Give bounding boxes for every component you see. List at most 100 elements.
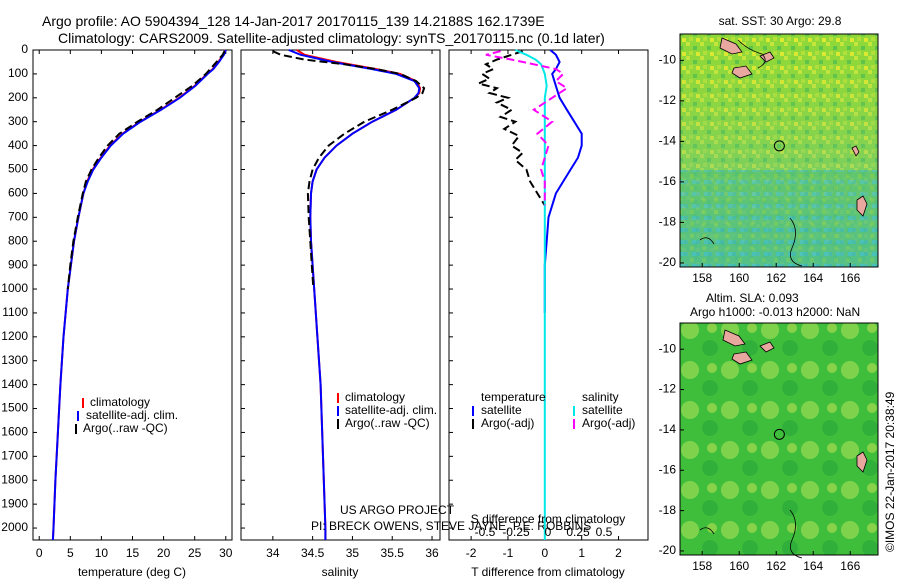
- y-tick-label: 500: [8, 162, 28, 176]
- legend-argo: Argo(..raw -QC): [83, 421, 168, 435]
- series-line: [514, 49, 548, 540]
- x-tick-label: 10: [95, 546, 109, 560]
- x-tick-label: -2: [466, 546, 477, 560]
- y-tick-label: 1700: [1, 449, 28, 463]
- series-line: [475, 50, 546, 206]
- x-tick-label: 0: [541, 546, 548, 560]
- salinity-legend: climatology satellite-adj. clim. Argo(..…: [337, 390, 437, 430]
- legend-t-argo: Argo(-adj): [481, 416, 534, 430]
- y-tick-label: 1800: [1, 472, 28, 486]
- x-tick-label: 0: [36, 546, 43, 560]
- map-y-tick-label: -10: [659, 341, 677, 355]
- t-difference-label: T difference from climatology: [471, 565, 625, 579]
- x-tick-label: -1: [503, 546, 514, 560]
- map-y-tick-label: -20: [659, 255, 677, 269]
- series-line: [272, 50, 426, 290]
- difference-panel: -2 -1 0 1 2 -0.5 -0.25 0 0.25 0.5 S difference f…: [448, 49, 649, 579]
- legend-climatology: climatology: [90, 395, 150, 409]
- x-tick-label: 15: [126, 546, 140, 560]
- legend-s-argo: Argo(-adj): [582, 416, 635, 430]
- sla-map: 158 160 162 164 166 -10 -12 -14 -16 -18 -20: [659, 322, 879, 573]
- sst-map-title: sat. SST: 30 Argo: 29.8: [719, 14, 842, 28]
- map-x-tick-label: 164: [803, 559, 823, 573]
- map-x-tick-label: 164: [803, 271, 823, 285]
- s-tick-label: -0.25: [502, 525, 530, 539]
- map-x-tick-label: 162: [766, 271, 786, 285]
- imos-stamp: ©IMOS 22-Jan-2017 20:38:49: [883, 391, 897, 552]
- x-tick-label: 2: [615, 546, 622, 560]
- map-y-tick-label: -10: [659, 53, 677, 67]
- sst-argo-marker: [773, 140, 785, 152]
- temperature-legend: climatology satellite-adj. clim. Argo(..…: [75, 395, 178, 435]
- x-tick-label: 25: [188, 546, 202, 560]
- legend-s-satellite: satellite: [582, 403, 623, 417]
- figure-title-line1: Argo profile: AO 5904394_128 14-Jan-2017…: [42, 13, 545, 29]
- map-x-tick-label: 160: [729, 559, 749, 573]
- sst-islands: [719, 37, 868, 217]
- series-line: [51, 49, 227, 541]
- map-y-tick-label: -16: [659, 462, 677, 476]
- sla-map-title-2: Argo h1000: -0.013 h2000: NaN: [690, 305, 860, 319]
- sla-map-title-1: Altim. SLA: 0.093: [706, 291, 799, 305]
- map-y-tick-label: -18: [659, 215, 677, 229]
- legend-argo-s: Argo(..raw -QC): [345, 416, 430, 430]
- x-tick-label: 5: [67, 546, 74, 560]
- map-x-tick-label: 158: [692, 271, 712, 285]
- y-tick-label: 800: [8, 233, 28, 247]
- x-tick-label: 1: [578, 546, 585, 560]
- legend-climatology-s: climatology: [345, 390, 405, 404]
- y-tick-label: 1900: [1, 496, 28, 510]
- sla-argo-marker: [773, 428, 785, 440]
- y-tick-label: 400: [8, 138, 28, 152]
- y-tick-label: 1300: [1, 353, 28, 367]
- series-line: [288, 49, 421, 540]
- x-tick-label: 20: [157, 546, 171, 560]
- y-tick-label: 600: [8, 186, 28, 200]
- y-tick-label: 2000: [1, 520, 28, 534]
- x-tick-label: 35.5: [381, 546, 405, 560]
- x-tick-label: 35: [346, 546, 360, 560]
- y-tick-label: 1400: [1, 377, 28, 391]
- map-y-tick-label: -18: [659, 503, 677, 517]
- map-x-tick-label: 160: [729, 271, 749, 285]
- y-tick-label: 200: [8, 90, 28, 104]
- project-label: US ARGO PROJECT: [340, 503, 455, 517]
- y-tick-label: 1000: [1, 281, 28, 295]
- y-tick-label: 1200: [1, 329, 28, 343]
- y-tick-label: 1100: [2, 305, 28, 319]
- salinity-axis-label: salinity: [322, 565, 359, 579]
- temperature-axis-label: temperature (deg C): [78, 565, 186, 579]
- map-y-tick-label: -14: [659, 134, 677, 148]
- map-x-tick-label: 162: [766, 559, 786, 573]
- series-line: [66, 50, 226, 290]
- difference-legend: temperature salinity satellite satellite…: [472, 390, 635, 430]
- y-tick-label: 100: [8, 66, 28, 80]
- figure-title-line2: Climatology: CARS2009. Satellite-adjuste…: [58, 30, 605, 46]
- salinity-panel: 34 34.5 35 35.5 36 salinity climatology sate…: [240, 49, 591, 579]
- series-line: [485, 50, 569, 206]
- x-tick-label: 36: [425, 546, 439, 560]
- y-tick-label: 1500: [1, 401, 28, 415]
- y-tick-label: 700: [8, 209, 28, 223]
- y-tick-label: 300: [8, 114, 28, 128]
- map-y-tick-label: -20: [659, 543, 677, 557]
- map-x-tick-label: 166: [840, 271, 860, 285]
- map-y-tick-label: -12: [659, 93, 677, 107]
- x-tick-label: 30: [219, 546, 233, 560]
- legend-satellite-adj-s: satellite-adj. clim.: [345, 403, 437, 417]
- map-y-tick-label: -14: [659, 422, 677, 436]
- map-x-tick-label: 158: [692, 559, 712, 573]
- pi-label: PI: BRECK OWENS, STEVE JAYNE, P.E. ROBBI…: [311, 519, 591, 533]
- s-difference-label: S difference from climatology: [471, 512, 626, 526]
- s-tick-label: 0.25: [566, 525, 590, 539]
- sst-map: sat. SST: 30 Argo: 29.8 158 160 162 164 166 -…: [659, 14, 879, 285]
- s-tick-label: 0.5: [596, 525, 613, 539]
- x-tick-label: 34.5: [301, 546, 325, 560]
- temperature-panel: 0 5 10 15 20 25 300100200300400500600700800900…: [1, 42, 232, 579]
- x-tick-label: 34: [266, 546, 280, 560]
- legend-satellite-adj: satellite-adj. clim.: [86, 408, 178, 422]
- map-x-tick-label: 166: [840, 559, 860, 573]
- map-y-tick-label: -12: [659, 382, 677, 396]
- legend-temperature-heading: temperature: [481, 390, 546, 404]
